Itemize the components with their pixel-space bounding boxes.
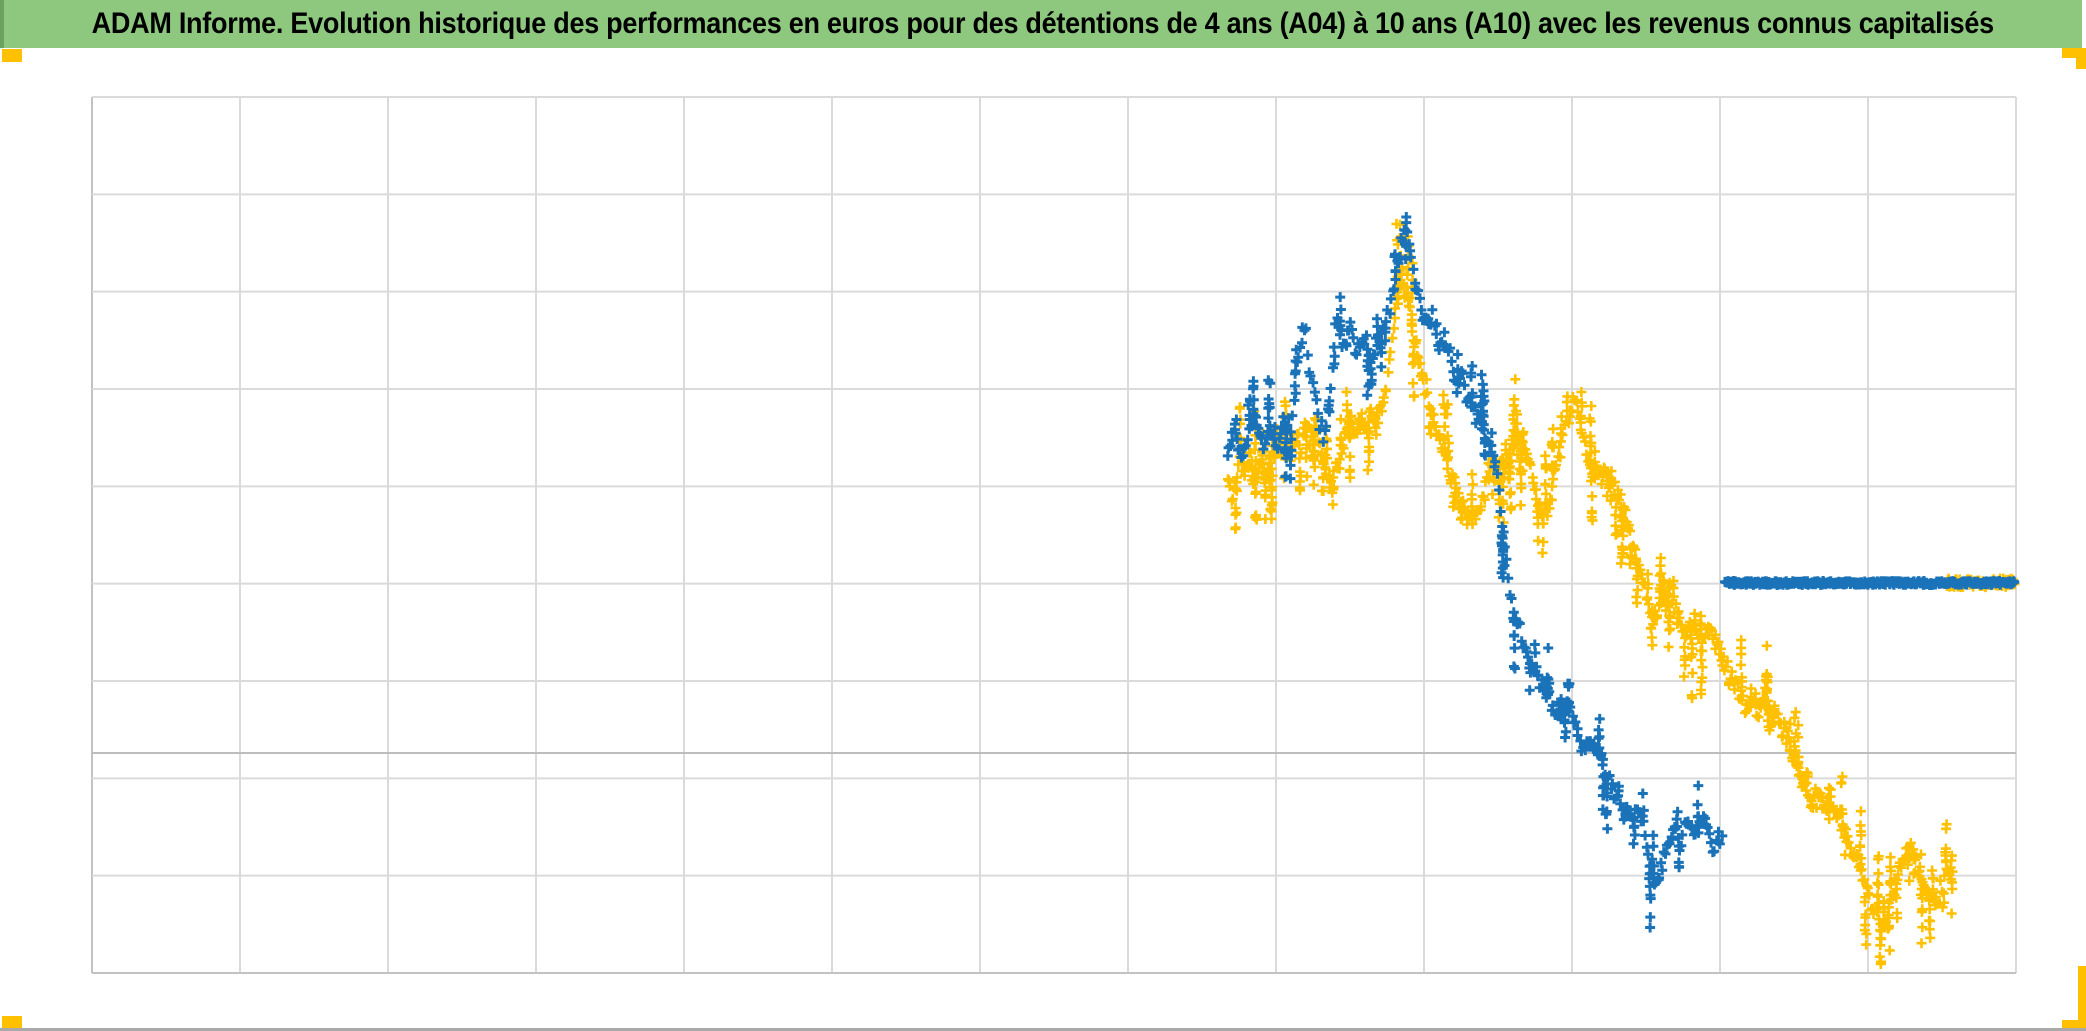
series-blue <box>1222 212 2020 933</box>
series-yellow <box>1223 218 2020 969</box>
corner-accent-top-left <box>2 49 22 62</box>
corner-accent-top-right-vertical <box>2076 48 2086 69</box>
corner-accent-bottom-left <box>2 1016 22 1029</box>
chart-title: ADAM Informe. Evolution historique des p… <box>91 7 1995 40</box>
corner-accent-bottom-right-horizontal <box>2062 1020 2086 1030</box>
corner-accent-top-right-horizontal <box>2062 48 2086 58</box>
chart-title-bar: ADAM Informe. Evolution historique des p… <box>0 0 2082 48</box>
corner-accent-bottom-right-vertical <box>2078 966 2086 1030</box>
bottom-divider <box>0 1028 2086 1031</box>
